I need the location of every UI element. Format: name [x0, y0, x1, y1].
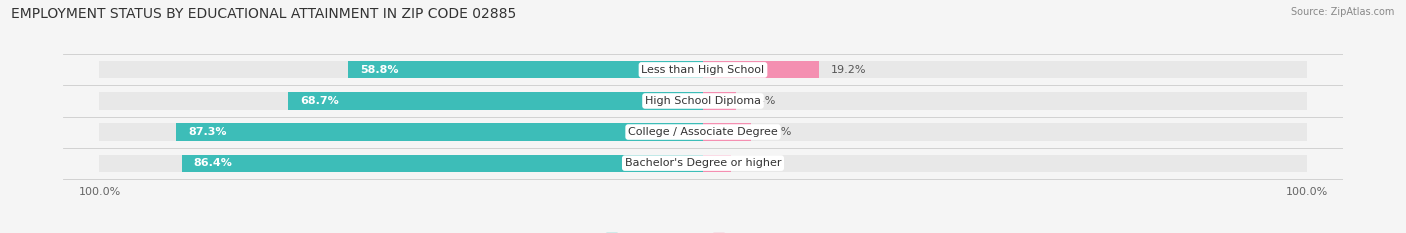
Bar: [100, 154, 703, 172]
Text: 8.0%: 8.0%: [763, 127, 792, 137]
Bar: [703, 123, 1306, 140]
Text: 68.7%: 68.7%: [301, 96, 339, 106]
Bar: [703, 61, 818, 79]
Bar: [703, 61, 1306, 79]
Text: Source: ZipAtlas.com: Source: ZipAtlas.com: [1291, 7, 1395, 17]
Bar: [288, 93, 703, 110]
Text: College / Associate Degree: College / Associate Degree: [628, 127, 778, 137]
Bar: [703, 123, 751, 140]
Bar: [703, 154, 1306, 172]
Legend: In Labor Force, Unemployed: In Labor Force, Unemployed: [602, 228, 804, 233]
Bar: [703, 93, 1306, 110]
Text: High School Diploma: High School Diploma: [645, 96, 761, 106]
Bar: [100, 93, 703, 110]
Text: 4.6%: 4.6%: [742, 158, 772, 168]
Text: EMPLOYMENT STATUS BY EDUCATIONAL ATTAINMENT IN ZIP CODE 02885: EMPLOYMENT STATUS BY EDUCATIONAL ATTAINM…: [11, 7, 516, 21]
Text: 19.2%: 19.2%: [831, 65, 866, 75]
Bar: [181, 154, 703, 172]
Text: 5.4%: 5.4%: [748, 96, 776, 106]
Bar: [100, 123, 703, 140]
Text: 58.8%: 58.8%: [360, 65, 399, 75]
Text: Bachelor's Degree or higher: Bachelor's Degree or higher: [624, 158, 782, 168]
Text: 87.3%: 87.3%: [188, 127, 226, 137]
Bar: [349, 61, 703, 79]
Text: Less than High School: Less than High School: [641, 65, 765, 75]
Bar: [100, 61, 703, 79]
Text: 86.4%: 86.4%: [194, 158, 232, 168]
Bar: [703, 93, 735, 110]
Bar: [703, 154, 731, 172]
Bar: [176, 123, 703, 140]
